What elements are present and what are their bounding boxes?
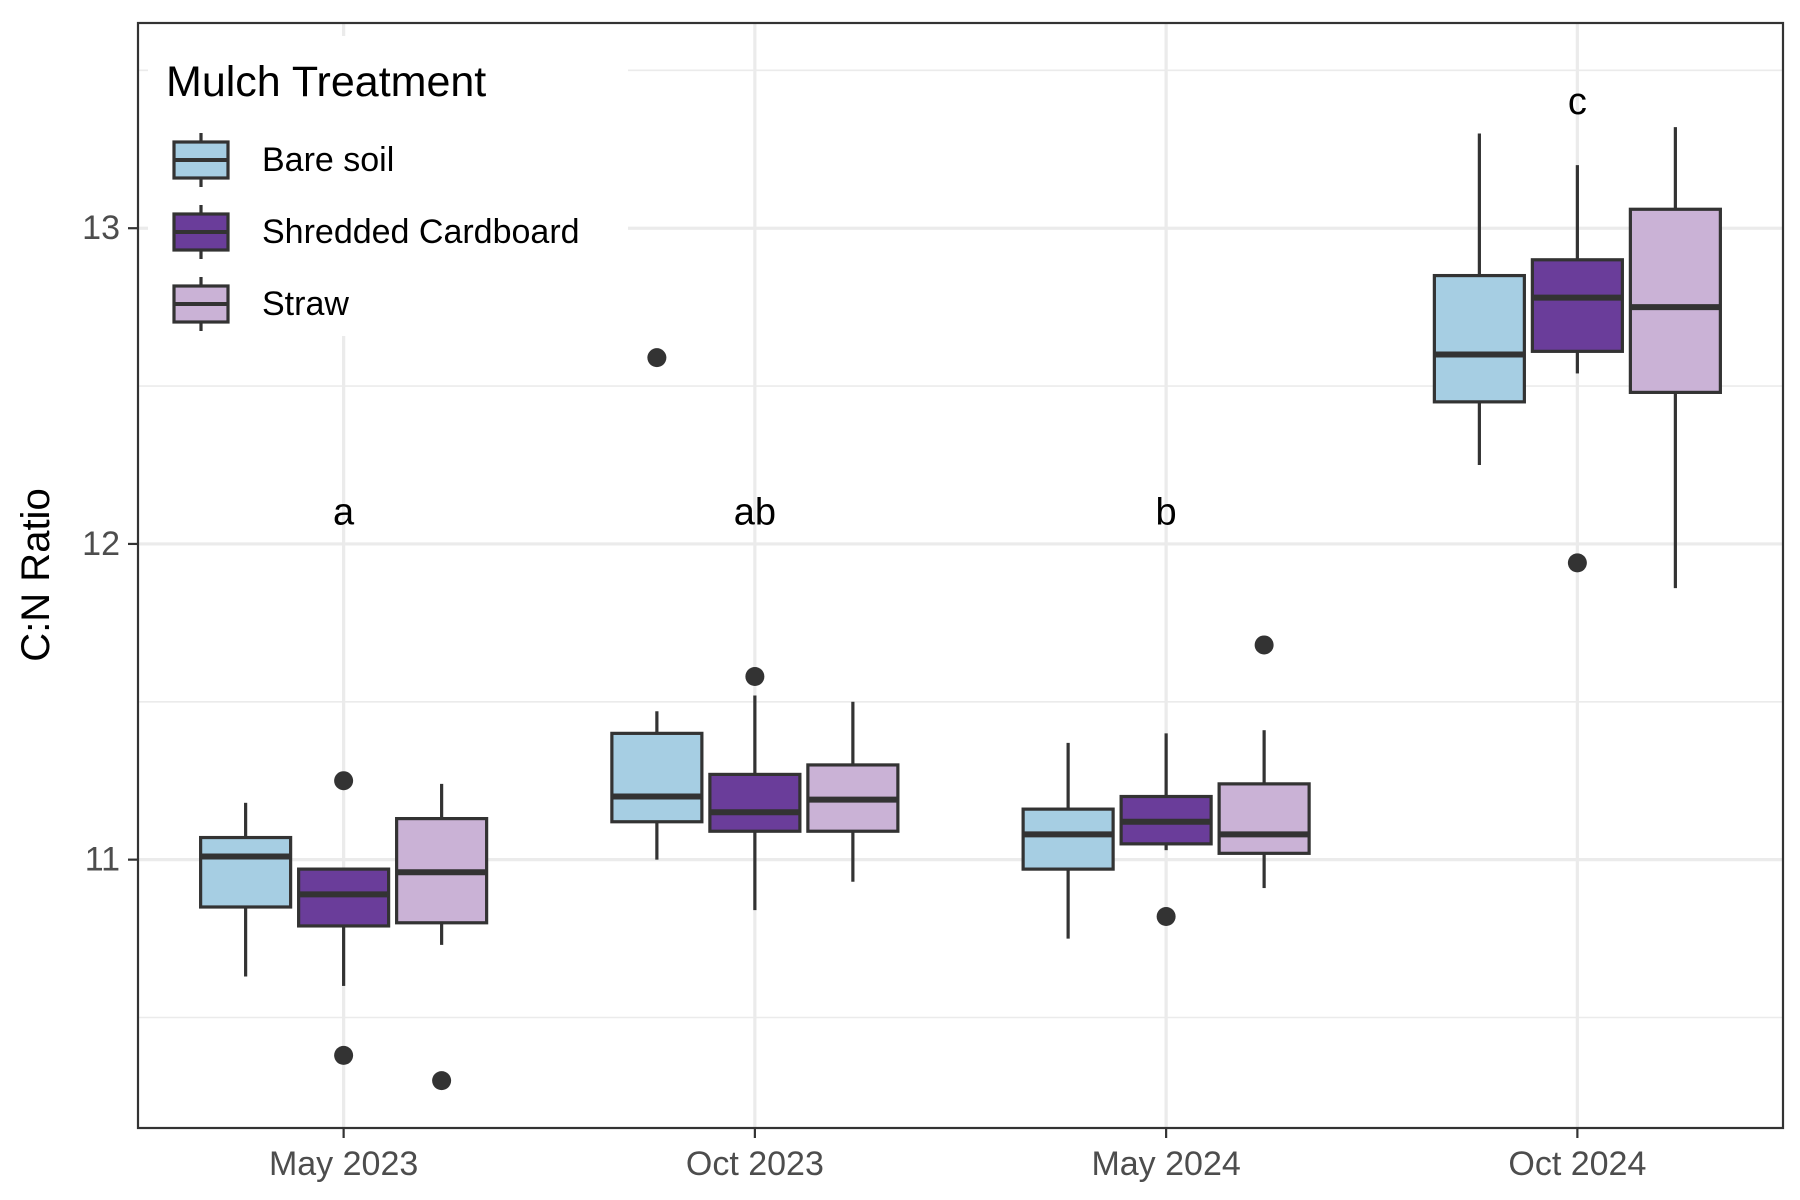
significance-letter: b xyxy=(1156,491,1177,533)
box-plot xyxy=(806,701,900,882)
legend-title: Mulch Treatment xyxy=(166,58,486,106)
box xyxy=(1530,258,1624,353)
y-axis-title: C:N Ratio xyxy=(14,488,58,661)
outlier-point xyxy=(647,348,667,368)
box-plot xyxy=(1628,127,1722,589)
significance-letters: a ab b c xyxy=(333,81,1587,533)
legend: Mulch Treatment Bare soil Shredded Cardboa… xyxy=(148,36,628,336)
outlier-point xyxy=(334,771,354,791)
series-2 xyxy=(395,127,1722,1091)
outlier-point xyxy=(745,667,765,687)
box-plot xyxy=(1021,742,1115,939)
box xyxy=(1628,207,1722,394)
plot-panel-border xyxy=(136,21,1785,1130)
x-tick-label: Oct 2023 xyxy=(686,1145,824,1183)
box-plot xyxy=(1432,133,1526,465)
box xyxy=(297,867,391,928)
legend-label: Shredded Cardboard xyxy=(262,213,580,251)
x-tick-label: Oct 2024 xyxy=(1508,1145,1646,1183)
outlier-point xyxy=(432,1071,452,1091)
box xyxy=(1432,273,1526,404)
box-plot xyxy=(610,348,704,860)
plot-area xyxy=(199,127,1722,1091)
box-plot xyxy=(1217,635,1311,889)
box-plot xyxy=(708,667,802,911)
box xyxy=(708,772,802,833)
outlier-point xyxy=(1254,635,1274,655)
significance-letter: c xyxy=(1568,81,1587,123)
box-plot xyxy=(1530,165,1624,573)
significance-letter: a xyxy=(333,491,355,533)
series-1 xyxy=(297,165,1624,1065)
axes: 11 12 13 May 2023 Oct 2023 May 2024 Oct 2024 xyxy=(82,209,1646,1183)
legend-key xyxy=(172,277,230,331)
box-plot xyxy=(1119,733,1213,926)
box xyxy=(610,731,704,824)
y-tick-label: 12 xyxy=(82,525,120,563)
outlier-point xyxy=(334,1045,354,1065)
outlier-point xyxy=(1156,906,1176,926)
significance-letter: ab xyxy=(734,491,776,533)
legend-label: Bare soil xyxy=(262,141,394,179)
box-plot xyxy=(297,771,391,1065)
box xyxy=(1021,807,1115,871)
series-0 xyxy=(199,133,1526,977)
box-plot xyxy=(395,783,489,1091)
x-tick-label: May 2023 xyxy=(269,1145,418,1183)
box xyxy=(199,835,293,909)
legend-key xyxy=(172,205,230,259)
x-tick-label: May 2024 xyxy=(1091,1145,1240,1183)
legend-label: Straw xyxy=(262,285,349,323)
outlier-point xyxy=(1567,553,1587,573)
y-tick-label: 11 xyxy=(85,841,120,879)
box xyxy=(1217,782,1311,855)
legend-key xyxy=(172,133,230,187)
box-plot xyxy=(199,802,293,977)
y-tick-label: 13 xyxy=(82,209,120,247)
